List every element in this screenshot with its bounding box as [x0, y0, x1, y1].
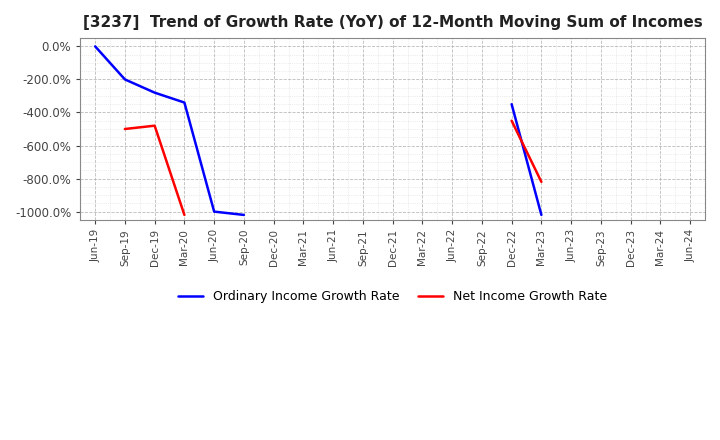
Ordinary Income Growth Rate [210, 209, 218, 214]
Ordinary Income Growth Rate [120, 77, 129, 82]
Ordinary Income Growth Rate [240, 212, 248, 217]
Line: Ordinary Income Growth Rate: Ordinary Income Growth Rate [95, 46, 244, 215]
Net Income Growth Rate [120, 126, 129, 132]
Ordinary Income Growth Rate [91, 44, 99, 49]
Net Income Growth Rate [180, 212, 189, 217]
Ordinary Income Growth Rate [180, 100, 189, 105]
Legend: Ordinary Income Growth Rate, Net Income Growth Rate: Ordinary Income Growth Rate, Net Income … [173, 285, 612, 308]
Ordinary Income Growth Rate [150, 90, 159, 95]
Line: Net Income Growth Rate: Net Income Growth Rate [125, 126, 184, 215]
Net Income Growth Rate [150, 123, 159, 128]
Title: [3237]  Trend of Growth Rate (YoY) of 12-Month Moving Sum of Incomes: [3237] Trend of Growth Rate (YoY) of 12-… [83, 15, 703, 30]
